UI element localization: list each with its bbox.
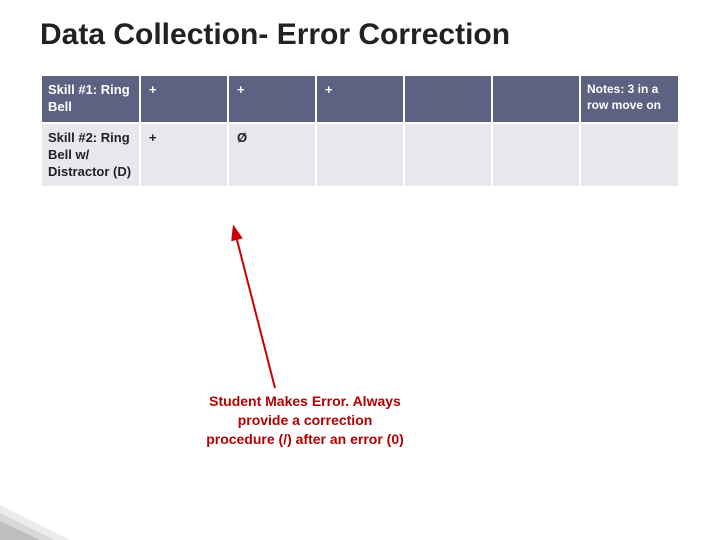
table-cell: + [228,75,316,123]
corner-decoration-icon [0,485,110,540]
data-table: Skill #1: Ring Bell + + + Notes: 3 in a … [40,74,680,188]
table-cell [492,123,580,188]
table-cell: Ø [228,123,316,188]
page-title: Data Collection- Error Correction [0,0,720,52]
error-annotation: Student Makes Error. Always provide a co… [205,392,405,449]
table-cell [492,75,580,123]
row-notes [580,123,679,188]
table-row: Skill #1: Ring Bell + + + Notes: 3 in a … [41,75,679,123]
row-label: Skill #2: Ring Bell w/ Distractor (D) [41,123,140,188]
table-cell: + [140,123,228,188]
table-row: Skill #2: Ring Bell w/ Distractor (D) + … [41,123,679,188]
row-label: Skill #1: Ring Bell [41,75,140,123]
table-cell: + [316,75,404,123]
table-cell [404,123,492,188]
table-cell [404,75,492,123]
table-cell [316,123,404,188]
arrow-line [236,236,275,388]
table-cell: + [140,75,228,123]
row-notes: Notes: 3 in a row move on [580,75,679,123]
